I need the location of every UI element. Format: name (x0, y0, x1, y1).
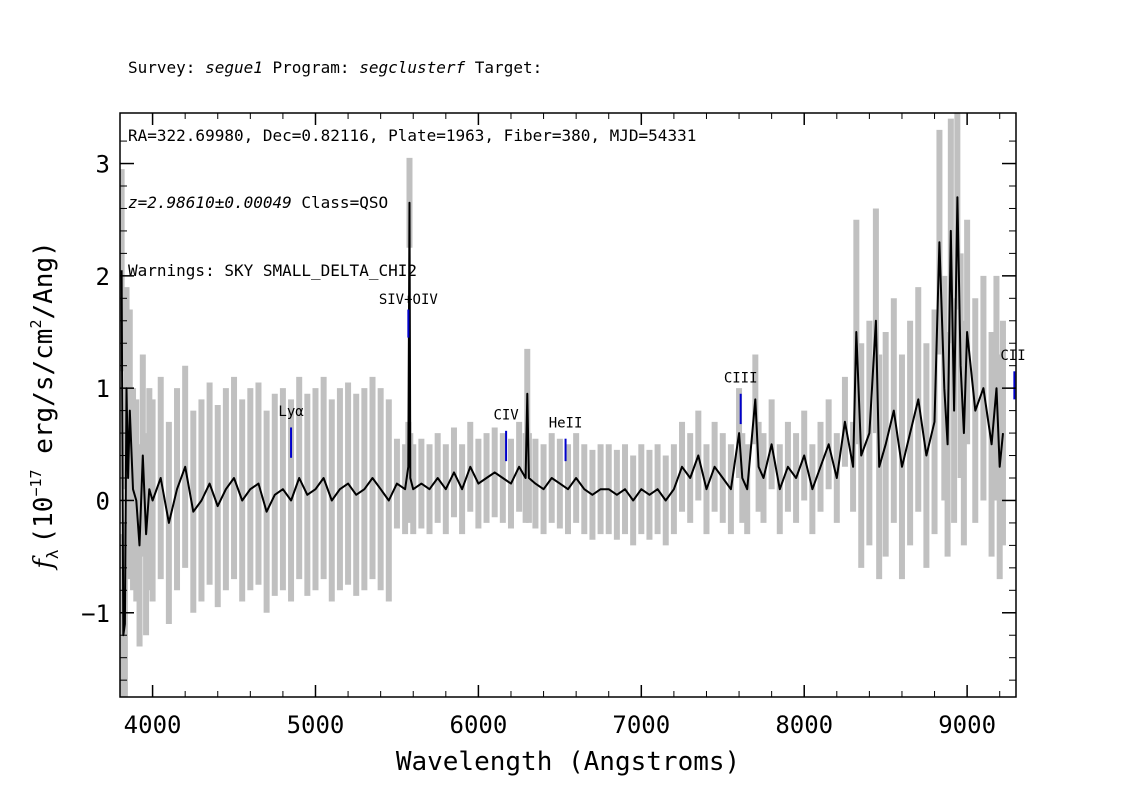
header-line-redshift: z=2.98610±0.00049 Class=QSO (128, 192, 696, 215)
spectrum-header: Survey: segue1 Program: segclusterf Targ… (128, 12, 696, 305)
x-axis: 4000 5000 6000 7000 8000 9000 (119, 113, 1001, 739)
line-label: SIV+OIV (379, 292, 439, 308)
line-annotations: Lyα SIV+OIV CIV HeII CIII CII (278, 292, 1026, 462)
x-tick-label: 6000 (450, 711, 508, 739)
line-label: CIII (724, 371, 758, 387)
program-name: segclusterf (359, 58, 466, 77)
line-label: CIV (493, 408, 519, 424)
y-tick-label: 3 (96, 151, 110, 179)
line-label: HeII (549, 415, 583, 431)
target-label: Target: (465, 58, 543, 77)
y-tick-label: 2 (96, 263, 110, 291)
x-tick-label: 4000 (124, 711, 182, 739)
header-line-warnings: Warnings: SKY SMALL_DELTA_CHI2 (128, 260, 417, 280)
class-value: Class=QSO (291, 193, 389, 212)
program-prefix: Program: (262, 58, 360, 77)
redshift-value: z=2.98610±0.00049 (128, 193, 292, 212)
flux-line (120, 196, 1004, 637)
x-axis-label: Wavelength (Angstroms) (396, 747, 740, 777)
x-tick-label: 9000 (938, 711, 996, 739)
y-tick-label: 0 (96, 487, 110, 515)
plot-frame (119, 112, 1017, 698)
survey-prefix: Survey: (128, 58, 206, 77)
flux-series (120, 196, 1004, 637)
header-line-survey: Survey: segue1 Program: segclusterf Targ… (128, 57, 696, 80)
line-label: Lyα (278, 404, 304, 420)
header-line-coords: RA=322.69980, Dec=0.82116, Plate=1963, F… (128, 125, 697, 145)
y-tick-label: −1 (81, 600, 110, 628)
x-tick-label: 8000 (775, 711, 833, 739)
y-axis: −1 0 1 2 3 (81, 140, 1016, 681)
line-label: CII (1000, 348, 1025, 364)
survey-name: segue1 (205, 58, 263, 77)
y-axis-label: fλ(10−17 erg/s/cm2/Ang) (27, 241, 62, 571)
y-tick-label: 1 (96, 375, 110, 403)
x-tick-label: 7000 (612, 711, 670, 739)
x-tick-label: 5000 (287, 711, 345, 739)
